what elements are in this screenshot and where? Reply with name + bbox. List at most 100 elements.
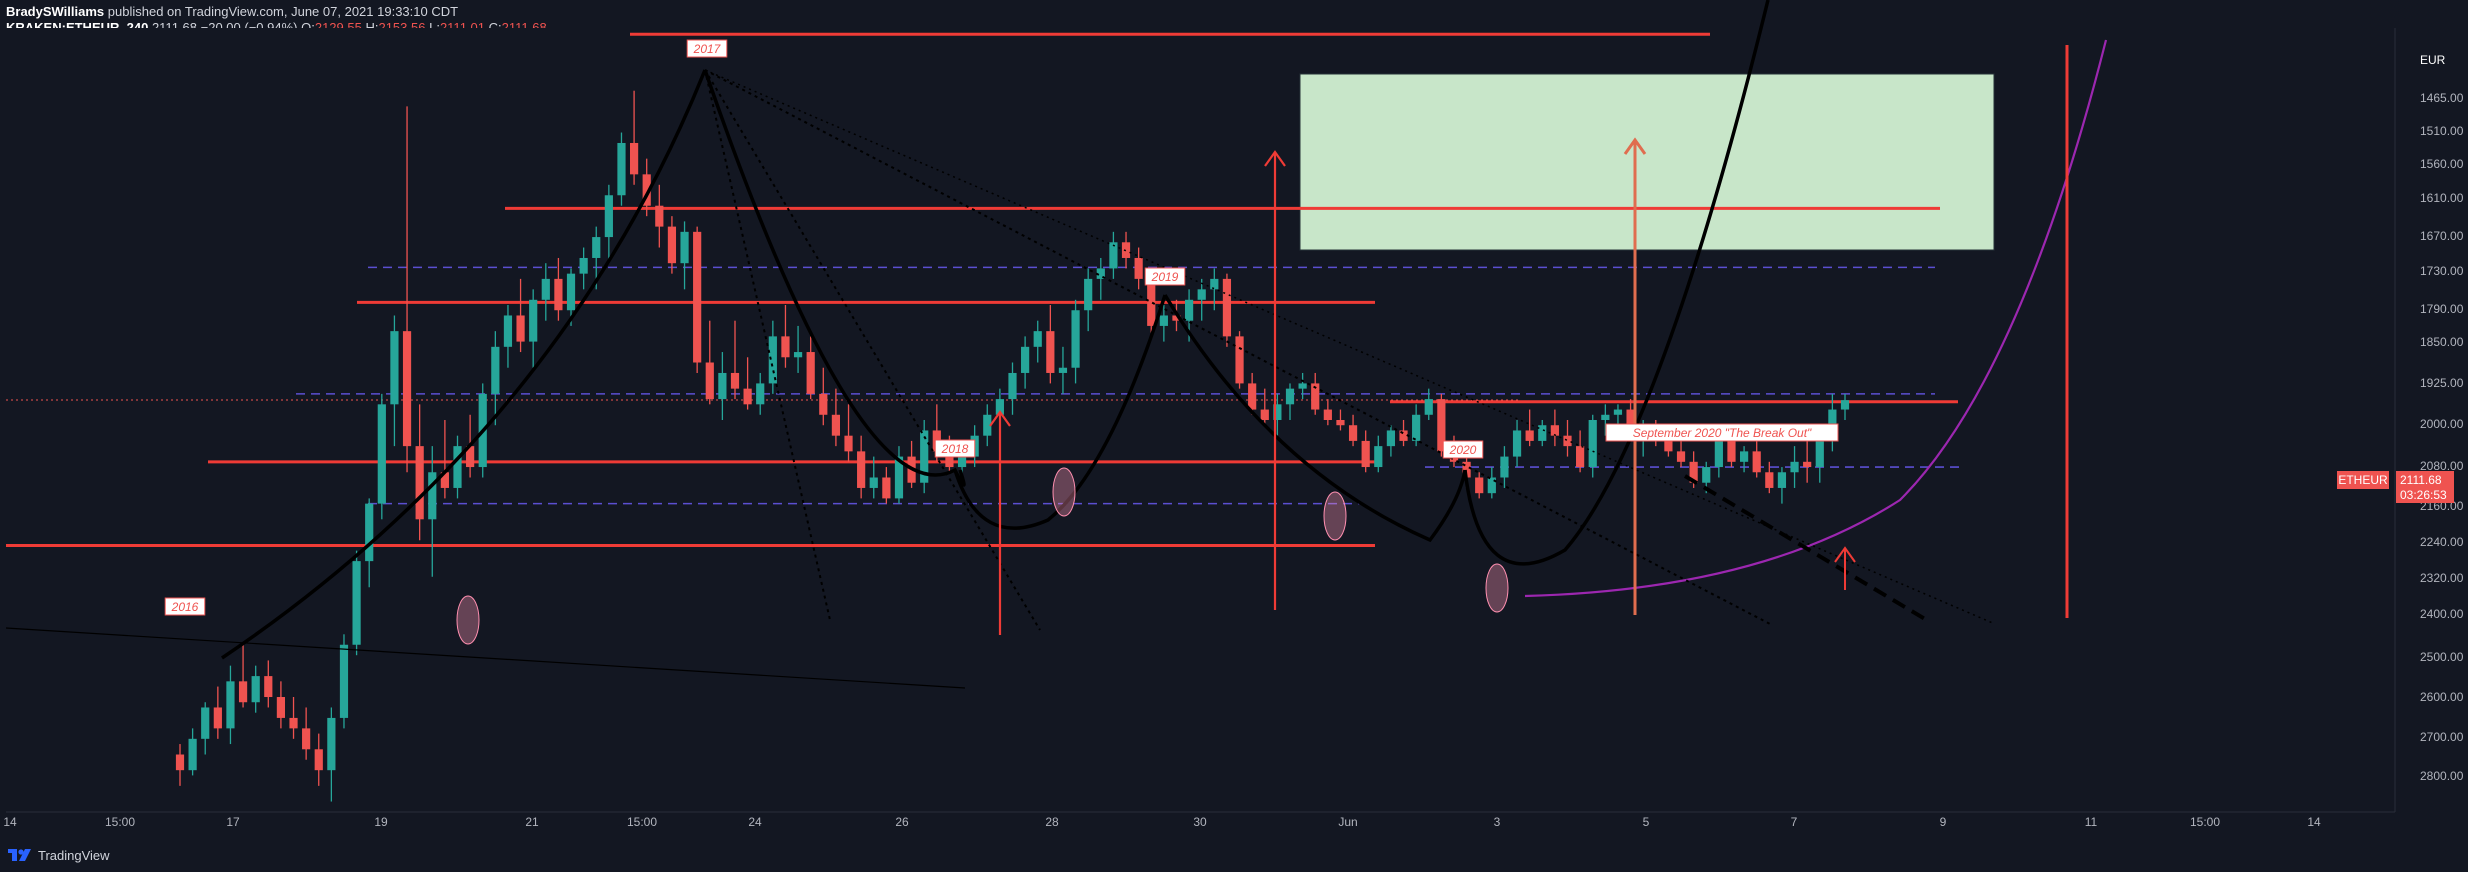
candle-body bbox=[781, 336, 790, 358]
candle-body bbox=[1210, 278, 1219, 290]
x-tick-label: 7 bbox=[1791, 815, 1798, 829]
candle-body bbox=[226, 681, 235, 729]
annotation-label: 2020 bbox=[1449, 443, 1477, 457]
candle-body bbox=[1046, 331, 1055, 373]
candle-body bbox=[995, 399, 1004, 415]
target-arrow-4-head bbox=[1834, 546, 1856, 563]
candle-body bbox=[188, 738, 197, 771]
candle-body bbox=[1109, 242, 1118, 269]
candle-body bbox=[1538, 425, 1547, 441]
y-tick-label: 1510.00 bbox=[2420, 124, 2464, 138]
annotation-label-box bbox=[1144, 267, 1186, 286]
candle-body bbox=[503, 315, 513, 347]
candle-body bbox=[1613, 409, 1623, 415]
candle-body bbox=[819, 393, 828, 415]
annotation-label-box bbox=[686, 39, 728, 58]
candle-body bbox=[1815, 435, 1824, 468]
candle-body bbox=[1676, 451, 1686, 462]
candle-body bbox=[806, 352, 815, 394]
candle-body bbox=[1197, 289, 1206, 300]
candle-body bbox=[1159, 315, 1168, 326]
y-tick-label: 2320.00 bbox=[2420, 571, 2464, 585]
tradingview-logo[interactable]: TradingView bbox=[6, 847, 110, 863]
candle-body bbox=[983, 414, 992, 436]
target-arrow-2-head bbox=[989, 410, 1011, 427]
candle-body bbox=[1462, 461, 1471, 478]
candle-body bbox=[516, 315, 525, 342]
candle-body bbox=[1588, 420, 1597, 468]
candle-body bbox=[680, 231, 689, 264]
candle-body bbox=[831, 414, 841, 436]
y-tick-label: 2240.00 bbox=[2420, 535, 2464, 549]
y-tick-label: 2800.00 bbox=[2420, 769, 2464, 783]
candle-body bbox=[201, 707, 210, 739]
target-arrow-3-head bbox=[1623, 137, 1647, 155]
candle-body bbox=[1752, 451, 1761, 473]
x-tick-label: 15:00 bbox=[105, 815, 135, 829]
highlight-ellipse bbox=[456, 595, 480, 645]
candle-body bbox=[1714, 440, 1723, 468]
x-tick-label: 15:00 bbox=[627, 815, 657, 829]
candle-body bbox=[440, 472, 449, 488]
candle-body bbox=[945, 451, 954, 468]
annotation-label-box bbox=[164, 597, 206, 616]
candle-body bbox=[1096, 268, 1105, 279]
candle-body bbox=[844, 435, 853, 452]
candle-body bbox=[415, 446, 424, 520]
x-tick-label: 21 bbox=[525, 815, 539, 829]
breakout-trendline bbox=[1683, 474, 1932, 624]
candle-body bbox=[869, 477, 878, 488]
y-tick-label: 2500.00 bbox=[2420, 650, 2464, 664]
candle-body bbox=[743, 388, 752, 405]
y-tick-label: 1730.00 bbox=[2420, 264, 2464, 278]
y-tick-label: 1790.00 bbox=[2420, 302, 2464, 316]
candle-body bbox=[1840, 400, 1850, 410]
candle-body bbox=[213, 707, 222, 729]
candle-body bbox=[1563, 435, 1572, 447]
highlight-ellipse bbox=[1485, 563, 1509, 613]
candle-body bbox=[554, 278, 563, 311]
candle-body bbox=[1235, 336, 1244, 384]
candle-body bbox=[1412, 414, 1421, 441]
price-chart[interactable]: 2016 2017 2018 2019 2020 September 2020 "The … bbox=[0, 0, 2468, 838]
last-price-symbol-box bbox=[2337, 471, 2389, 489]
candle-body bbox=[377, 404, 386, 504]
target-arrow-1-head bbox=[1264, 150, 1286, 167]
candle-body bbox=[491, 346, 500, 394]
candle-body bbox=[1058, 367, 1068, 373]
countdown-value: 03:26:53 bbox=[2400, 488, 2447, 502]
candle-body bbox=[642, 174, 651, 206]
low-label: L: bbox=[429, 20, 440, 35]
highlight-ellipse bbox=[1323, 491, 1347, 541]
candle-body bbox=[327, 717, 336, 771]
x-tick-label: 28 bbox=[1045, 815, 1059, 829]
publisher-name[interactable]: BradySWilliams bbox=[6, 4, 105, 19]
candle-body bbox=[1172, 315, 1181, 321]
candle-body bbox=[768, 336, 777, 384]
candle-body bbox=[251, 676, 260, 703]
candle-body bbox=[667, 226, 677, 264]
candle-body bbox=[529, 299, 538, 342]
x-tick-label: 11 bbox=[2085, 815, 2098, 829]
candle-body bbox=[541, 278, 550, 300]
candle-body bbox=[1374, 446, 1383, 468]
annotation-label: September 2020 "The Break Out" bbox=[1633, 426, 1812, 440]
y-tick-label: 1465.00 bbox=[2420, 91, 2464, 105]
candle-body bbox=[1727, 440, 1736, 462]
candle-body bbox=[1323, 409, 1332, 420]
candle-body bbox=[1311, 383, 1320, 410]
candle-body bbox=[466, 446, 475, 468]
candle-body bbox=[857, 451, 866, 488]
y-tick-label: 2000.00 bbox=[2420, 417, 2464, 431]
thin-trendline bbox=[5, 627, 966, 689]
candle-body bbox=[1487, 477, 1496, 494]
candle-body bbox=[1601, 414, 1610, 420]
candle-body bbox=[1298, 383, 1307, 389]
trendline-3 bbox=[704, 69, 831, 621]
y-tick-label: 1850.00 bbox=[2420, 335, 2464, 349]
footer: TradingView bbox=[0, 838, 2468, 872]
candle-body bbox=[1525, 430, 1534, 441]
annotation-label-box bbox=[1442, 440, 1484, 459]
candle-body bbox=[1084, 278, 1093, 311]
candle-body bbox=[1777, 472, 1787, 488]
